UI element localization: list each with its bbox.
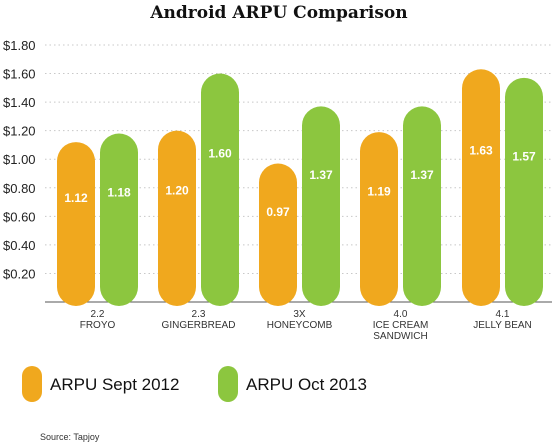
x-tick-label: 2.3 <box>192 309 206 320</box>
bar <box>505 77 543 306</box>
chart-title: Android ARPU Comparison <box>149 3 407 23</box>
x-tick-label: SANDWICH <box>373 331 427 342</box>
x-tick-label: 3X <box>293 309 306 320</box>
data-label: 1.20 <box>165 184 189 198</box>
y-tick-label: $1.80 <box>3 38 36 53</box>
legend-swatch <box>22 366 42 402</box>
bar <box>302 106 340 307</box>
bar <box>100 133 138 306</box>
x-tick-label: JELLY BEAN <box>473 320 532 331</box>
y-tick-label: $0.80 <box>3 181 36 196</box>
data-label: 1.12 <box>64 191 88 205</box>
bar <box>403 106 441 307</box>
bar <box>57 142 95 306</box>
y-tick-label: $0.20 <box>3 266 36 281</box>
data-label: 1.63 <box>469 144 493 158</box>
data-label: 1.19 <box>367 185 391 199</box>
bar <box>201 73 239 306</box>
x-tick-label: 2.2 <box>91 309 105 320</box>
x-tick-label: 4.1 <box>496 309 510 320</box>
x-tick-label: GINGERBREAD <box>162 320 236 331</box>
y-tick-label: $0.40 <box>3 238 36 253</box>
legend-label: ARPU Oct 2013 <box>246 375 367 394</box>
y-tick-label: $1.00 <box>3 152 36 167</box>
x-tick-label: 4.0 <box>394 309 408 320</box>
data-label: 1.37 <box>309 168 333 182</box>
bar <box>462 69 500 307</box>
legend-swatch <box>218 366 238 402</box>
x-tick-label: HONEYCOMB <box>267 320 333 331</box>
bar <box>259 163 297 306</box>
x-tick-label: ICE CREAM <box>373 320 429 331</box>
y-axis-ticks: $0.20 $0.40 $0.60 $0.80 $1.00 $1.20 $1.40 $1.60… <box>3 38 36 281</box>
y-tick-label: $1.60 <box>3 67 36 82</box>
data-label: 1.60 <box>208 147 232 161</box>
source-note: Source: Tapjoy <box>40 432 100 442</box>
data-label: 1.37 <box>410 168 434 182</box>
bar <box>158 130 196 306</box>
y-tick-label: $1.40 <box>3 95 36 110</box>
bars: 1.12 1.18 1.20 1.60 0.97 1.37 1.19 1.37 1.63 1.57 <box>57 69 543 307</box>
bar <box>360 132 398 306</box>
data-label: 1.57 <box>512 149 536 163</box>
y-tick-label: $1.20 <box>3 124 36 139</box>
legend-label: ARPU Sept 2012 <box>50 375 179 394</box>
y-tick-label: $0.60 <box>3 209 36 224</box>
legend: ARPU Sept 2012 ARPU Oct 2013 <box>22 366 367 402</box>
data-label: 1.18 <box>107 185 131 199</box>
x-tick-label: FROYO <box>80 320 116 331</box>
data-label: 0.97 <box>266 205 290 219</box>
